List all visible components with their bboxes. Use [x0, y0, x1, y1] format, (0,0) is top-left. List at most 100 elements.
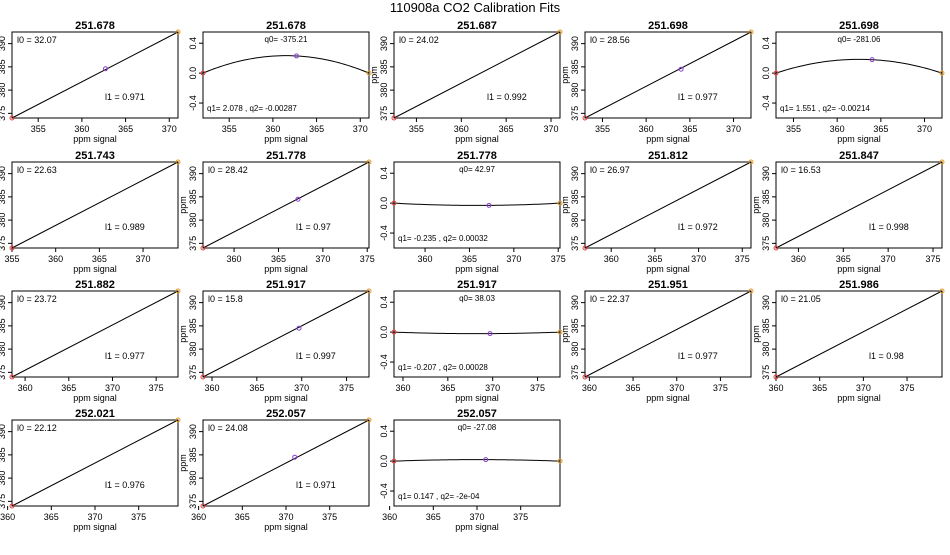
- x-tick-label: 370: [917, 124, 932, 134]
- x-tick-label: 360: [395, 383, 410, 393]
- x-tick-label: 370: [856, 383, 871, 393]
- data-point-low: [773, 70, 779, 76]
- y-tick-label: 385: [570, 59, 580, 74]
- x-axis-label: ppm signal: [73, 522, 117, 532]
- plot-title: 251.678: [266, 20, 306, 32]
- plot-panel: 251.917 360 365 370 375 ppm signal 375 380 385 39…: [178, 279, 372, 403]
- x-tick-label: 360: [265, 124, 280, 134]
- y-tick-label: 385: [570, 189, 580, 204]
- x-tick-label: 370: [485, 383, 500, 393]
- data-point-high: [748, 288, 754, 294]
- plot-panel: 251.847 360 365 370 375 ppm signal 375 380 385 39…: [751, 150, 945, 274]
- plot-frame: [775, 290, 943, 378]
- x-tick-label: 370: [87, 512, 102, 522]
- x-tick-label: 370: [691, 254, 706, 264]
- y-tick-label: 385: [188, 447, 198, 462]
- data-point-high: [939, 70, 945, 76]
- y-tick-label: 385: [570, 318, 580, 333]
- fit-slope-label: l1 = 0.977: [678, 351, 718, 361]
- y-tick-label: 375: [0, 106, 7, 121]
- y-tick-label: 390: [0, 424, 7, 439]
- x-tick-label: 365: [626, 383, 641, 393]
- fit-slope-label: l1 = 0.971: [105, 92, 145, 102]
- x-tick-label: 370: [315, 254, 330, 264]
- x-tick-label: 355: [222, 124, 237, 134]
- x-tick-label: 365: [836, 254, 851, 264]
- y-tick-label: 375: [0, 236, 7, 251]
- fit-slope-label: l1 = 0.972: [678, 222, 718, 232]
- fit-q0-label: q0= 38.03: [459, 294, 495, 303]
- data-point-mid: [293, 53, 299, 59]
- y-tick-label: 380: [188, 342, 198, 357]
- fit-slope-label: l1 = 0.97: [296, 222, 331, 232]
- fit-line: [393, 31, 561, 119]
- fit-line: [775, 161, 943, 249]
- fit-intercept-label: l0 = 22.12: [17, 423, 57, 433]
- y-tick-label: 380: [570, 213, 580, 228]
- y-tick-label: 375: [761, 236, 771, 251]
- data-point-high: [939, 159, 945, 165]
- y-tick-label: 0.4: [188, 37, 198, 50]
- plot-panel: 251.951 360 365 370 375 ppm signal 375 380 385 39…: [560, 279, 754, 403]
- y-tick-label: -0.4: [761, 95, 771, 111]
- y-tick-label: 0.4: [761, 37, 771, 50]
- fit-intercept-label: l0 = 28.56: [590, 35, 630, 45]
- x-tick-label: 360: [0, 512, 15, 522]
- fit-curve: [393, 331, 561, 335]
- x-tick-label: 360: [454, 124, 469, 134]
- plot-frame: [584, 31, 752, 119]
- x-axis-label: ppm signal: [73, 264, 117, 274]
- x-tick-label: 375: [900, 383, 915, 393]
- plot-panel: 251.687 355 360 365 370 ppm signal 375 380 385 39…: [369, 20, 563, 144]
- fit-line: [202, 161, 370, 249]
- fit-line: [11, 161, 179, 249]
- y-tick-label: -0.4: [379, 483, 389, 499]
- x-tick-label: 370: [294, 383, 309, 393]
- plot-title: 251.917: [457, 279, 497, 291]
- plot-frame: [584, 290, 752, 378]
- y-tick-label: 390: [188, 424, 198, 439]
- y-tick-label: 385: [0, 189, 7, 204]
- plot-title: 252.021: [75, 408, 115, 420]
- x-axis-label: ppm signal: [455, 264, 499, 274]
- data-point-low: [200, 374, 206, 380]
- y-tick-label: -0.4: [379, 354, 389, 370]
- y-axis-label: ppm: [751, 325, 761, 343]
- data-point-low: [582, 374, 588, 380]
- x-axis-label: ppm signal: [646, 393, 690, 403]
- figure-title: 110908a CO2 Calibration Fits: [389, 0, 561, 15]
- y-tick-label: 390: [570, 166, 580, 181]
- fit-slope-label: l1 = 0.98: [869, 351, 904, 361]
- y-tick-label: 0.0: [761, 67, 771, 80]
- data-point-high: [175, 417, 181, 423]
- data-point-low: [9, 503, 15, 509]
- x-tick-label: 375: [735, 254, 750, 264]
- plot-title: 251.743: [75, 150, 115, 162]
- x-axis-label: ppm signal: [264, 264, 308, 274]
- y-tick-label: 375: [0, 494, 7, 509]
- plot-title: 251.698: [839, 20, 879, 32]
- plot-title: 251.678: [75, 20, 115, 32]
- y-tick-label: 390: [570, 295, 580, 310]
- data-point-mid: [292, 454, 298, 460]
- fit-slope-label: l1 = 0.977: [105, 351, 145, 361]
- fit-intercept-label: l0 = 26.97: [590, 165, 630, 175]
- data-point-low: [391, 329, 397, 335]
- fit-slope-label: l1 = 0.971: [296, 480, 336, 490]
- fit-line: [11, 419, 179, 507]
- y-tick-label: 390: [0, 166, 7, 181]
- data-point-mid: [102, 66, 108, 72]
- y-tick-label: 0.0: [188, 67, 198, 80]
- x-tick-label: 370: [353, 124, 368, 134]
- data-point-high: [366, 159, 372, 165]
- x-tick-label: 360: [204, 383, 219, 393]
- fit-line: [584, 161, 752, 249]
- fit-intercept-label: l0 = 22.63: [17, 165, 57, 175]
- fit-intercept-label: l0 = 24.08: [208, 423, 248, 433]
- y-axis-label: ppm: [178, 454, 188, 472]
- x-tick-label: 370: [469, 512, 484, 522]
- data-point-high: [366, 417, 372, 423]
- x-tick-label: 365: [440, 383, 455, 393]
- plot-frame: [584, 161, 752, 249]
- y-tick-label: 385: [0, 318, 7, 333]
